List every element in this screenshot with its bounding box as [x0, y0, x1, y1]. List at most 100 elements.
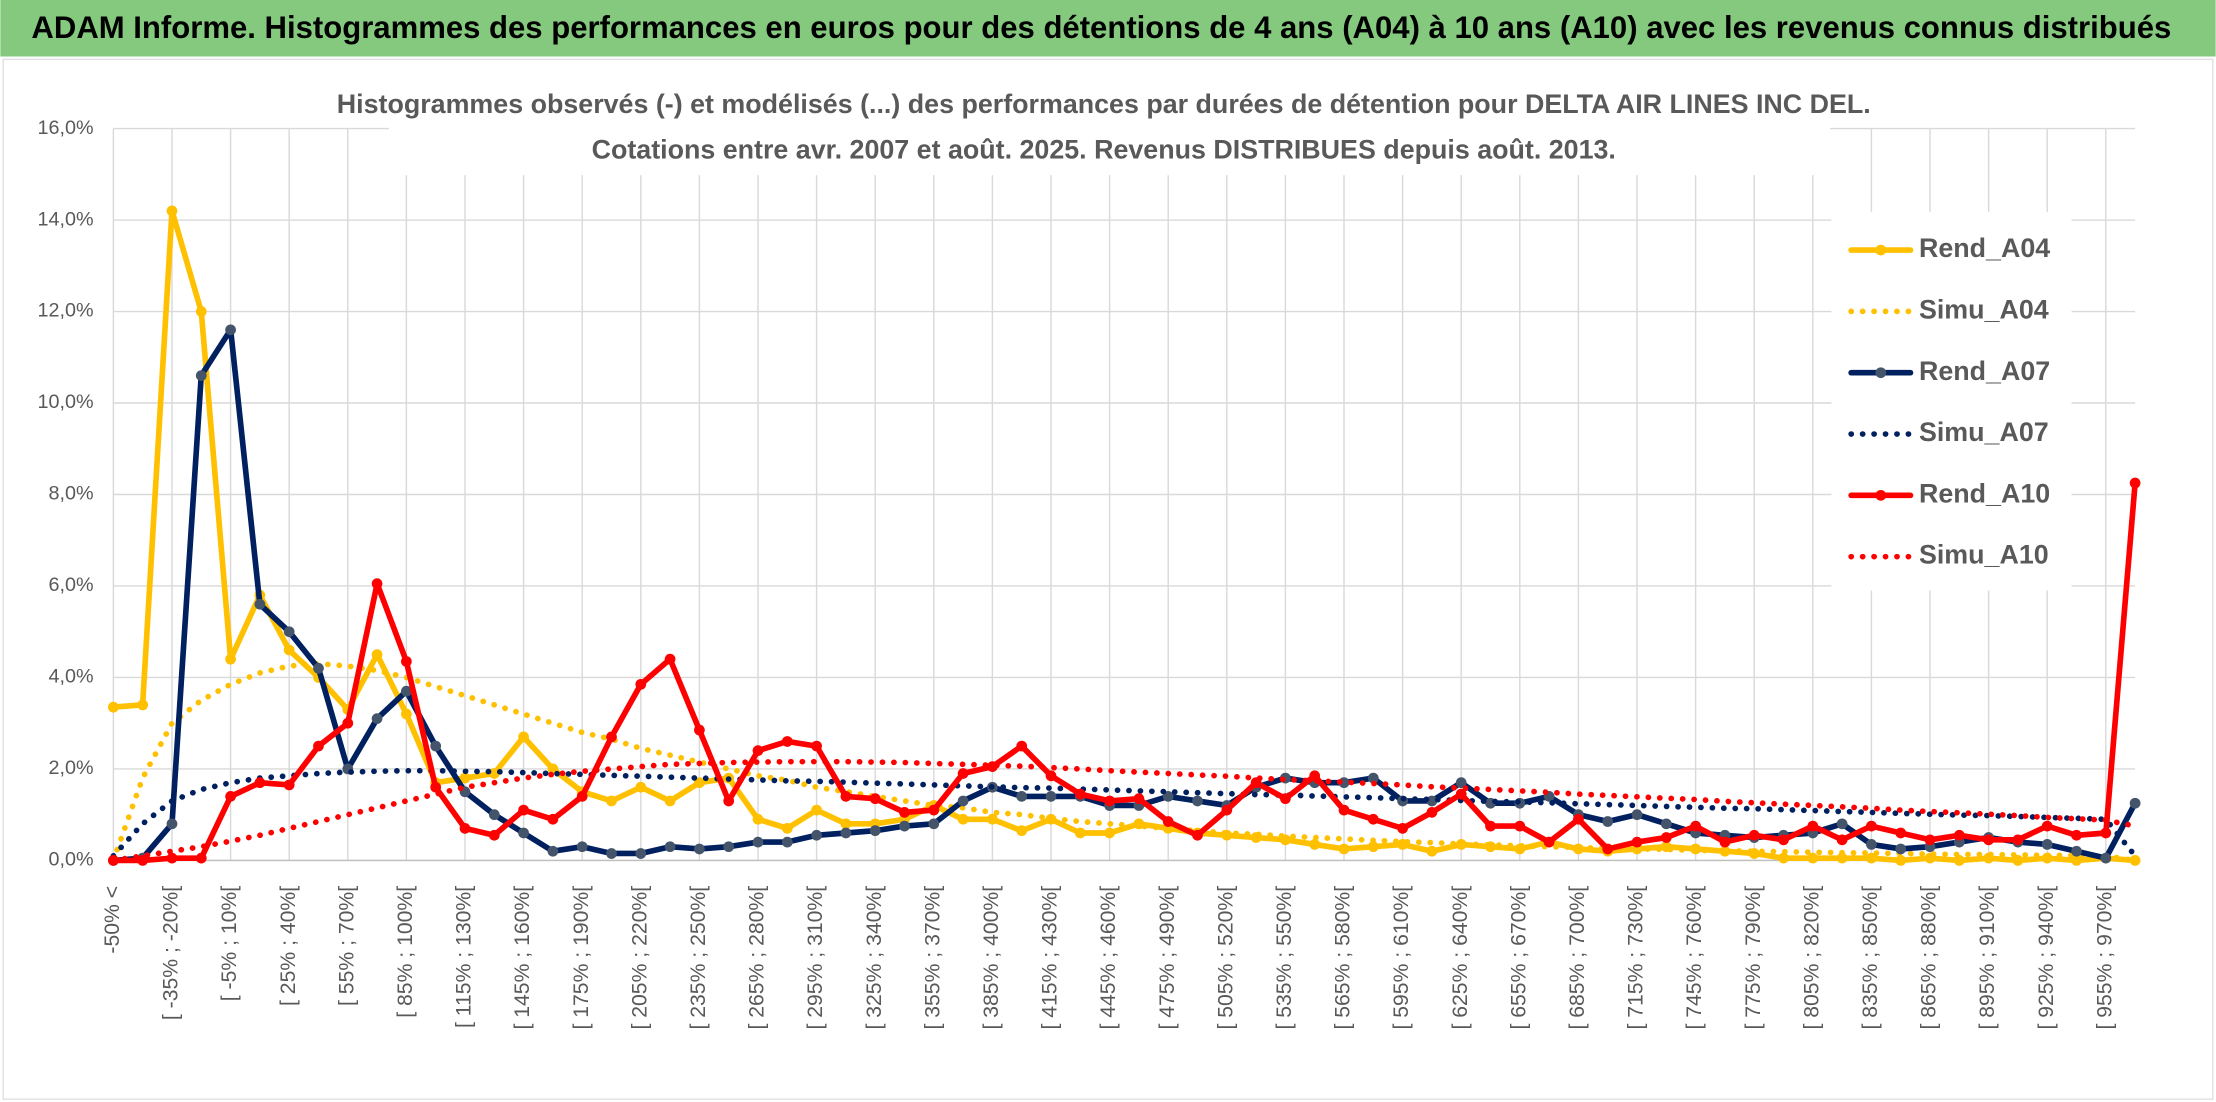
x-tick-label: [ 805% ; 820%[: [1800, 886, 1823, 1030]
data-point: [225, 791, 236, 802]
data-point: [1807, 820, 1819, 832]
data-point: [1514, 820, 1526, 832]
data-point: [752, 745, 764, 757]
data-point: [840, 818, 852, 830]
data-point: [459, 772, 471, 784]
data-point: [108, 701, 119, 713]
data-point: [371, 578, 383, 590]
y-tick-label: 2,0%: [49, 757, 94, 779]
data-point: [1016, 825, 1028, 837]
x-tick-label: [ 865% ; 880%[: [1918, 886, 1941, 1030]
data-point: [401, 656, 412, 667]
data-point: [2071, 845, 2082, 857]
data-point: [664, 795, 676, 807]
data-point: [869, 825, 881, 837]
data-point: [694, 777, 705, 789]
data-point: [254, 777, 266, 789]
data-point: [752, 836, 764, 848]
data-point: [635, 781, 647, 793]
data-point: [283, 626, 295, 638]
x-tick-label: [ 145% ; 160%[: [511, 886, 534, 1030]
x-tick-label: [ 745% ; 760%[: [1683, 886, 1706, 1030]
data-point: [2041, 820, 2053, 832]
data-point: [635, 678, 647, 690]
legend-label: Simu_A10: [1919, 540, 2049, 570]
x-tick-label: -50% <: [101, 886, 124, 954]
x-tick-label: [ 385% ; 400%[: [980, 886, 1003, 1030]
x-tick-label: [ 445% ; 460%[: [1097, 886, 1120, 1030]
data-point: [781, 736, 793, 747]
data-point: [547, 813, 559, 825]
data-point: [1162, 816, 1174, 827]
x-tick-label: [ 955% ; 970%[: [2093, 886, 2116, 1030]
data-point: [899, 807, 910, 818]
data-point: [1602, 816, 1614, 827]
x-tick-label: [ 565% ; 580%[: [1332, 886, 1355, 1030]
y-tick-label: 14,0%: [38, 208, 94, 230]
data-point: [1367, 813, 1379, 825]
x-tick-label: [ -35% ; -20%[: [160, 886, 183, 1020]
data-point: [313, 740, 324, 752]
data-point: [957, 795, 969, 807]
y-tick-label: 10,0%: [38, 391, 94, 413]
data-point: [1133, 793, 1145, 805]
data-point: [1866, 839, 1877, 850]
data-point: [254, 598, 266, 610]
data-point: [928, 804, 940, 816]
data-point: [2129, 855, 2141, 866]
data-point: [2129, 797, 2141, 809]
data-point: [1866, 820, 1877, 832]
legend-label: Rend_A07: [1919, 356, 2050, 386]
data-point: [2100, 852, 2112, 864]
data-point: [1045, 770, 1057, 782]
data-point: [606, 795, 617, 807]
data-point: [166, 852, 178, 864]
data-point: [811, 804, 822, 816]
data-point: [1338, 804, 1350, 816]
data-point: [1895, 843, 1907, 855]
y-tick-label: 16,0%: [38, 117, 94, 139]
data-point: [2012, 855, 2024, 866]
data-point: [488, 768, 500, 779]
x-tick-label: [ 205% ; 220%[: [628, 886, 651, 1030]
data-point: [166, 205, 178, 217]
data-point: [694, 724, 705, 736]
data-point: [1836, 852, 1848, 864]
x-tick-label: [ 655% ; 670%[: [1507, 886, 1530, 1030]
data-point: [1192, 829, 1203, 841]
data-point: [987, 813, 998, 825]
data-point: [225, 324, 236, 336]
data-point: [195, 370, 207, 381]
data-point: [1104, 827, 1115, 839]
data-point: [225, 653, 236, 665]
data-point: [1631, 809, 1643, 821]
data-point: [752, 813, 764, 825]
data-point: [1660, 832, 1672, 843]
data-point: [488, 829, 500, 841]
data-point: [1778, 852, 1789, 864]
data-point: [1748, 829, 1760, 841]
data-point: [1660, 818, 1672, 830]
data-point: [1367, 772, 1379, 784]
data-point: [1924, 834, 1936, 846]
data-point: [1104, 795, 1115, 807]
legend-label: Simu_A04: [1919, 294, 2049, 324]
legend-marker: [1875, 244, 1887, 256]
data-point: [313, 662, 324, 674]
x-tick-label: [ -5% ; 10%[: [218, 886, 241, 1002]
data-point: [1543, 836, 1555, 848]
x-tick-label: [ 85% ; 100%[: [394, 886, 417, 1018]
x-tick-label: [ 415% ; 430%[: [1039, 886, 1062, 1030]
data-point: [1690, 820, 1701, 832]
data-point: [635, 848, 647, 859]
series-line: [110, 208, 2138, 864]
data-point: [1074, 788, 1086, 800]
x-tick-label: [ 325% ; 340%[: [863, 886, 886, 1030]
data-point: [2100, 827, 2112, 839]
y-tick-label: 8,0%: [49, 483, 94, 505]
y-tick-label: 0,0%: [49, 849, 94, 871]
data-point: [518, 804, 529, 816]
data-point: [899, 820, 910, 832]
data-point: [1953, 855, 1965, 866]
data-point: [283, 644, 295, 656]
